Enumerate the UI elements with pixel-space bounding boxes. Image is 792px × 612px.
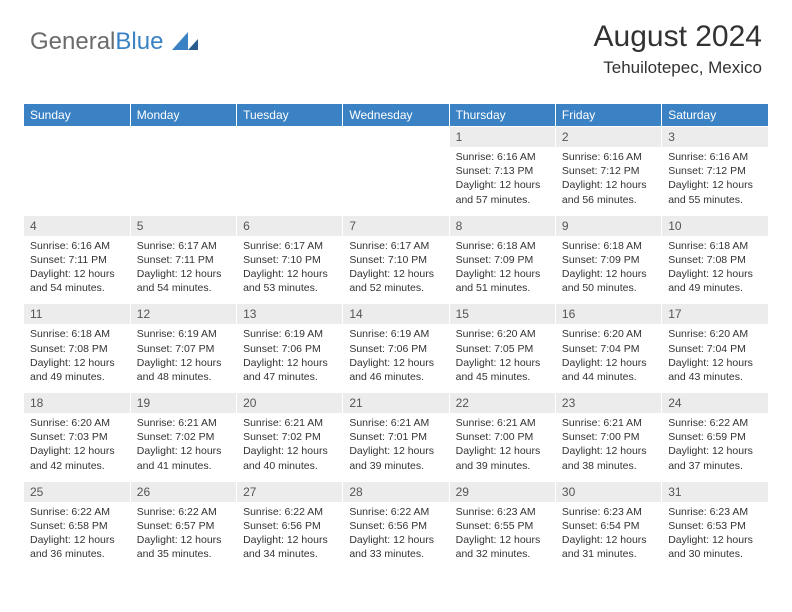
day-cell: Sunrise: 6:22 AMSunset: 6:56 PMDaylight:… bbox=[237, 502, 343, 570]
day-number: 9 bbox=[555, 215, 661, 236]
day-cell bbox=[237, 147, 343, 215]
day-cell: Sunrise: 6:19 AMSunset: 7:06 PMDaylight:… bbox=[237, 324, 343, 392]
day-number: 23 bbox=[555, 393, 661, 414]
day-number: 18 bbox=[24, 393, 130, 414]
day-number-row: 45678910 bbox=[24, 215, 768, 236]
day-number: 10 bbox=[662, 215, 768, 236]
weekday-header: Saturday bbox=[662, 104, 768, 127]
day-cell: Sunrise: 6:22 AMSunset: 6:56 PMDaylight:… bbox=[343, 502, 449, 570]
day-number: 15 bbox=[449, 304, 555, 325]
day-cell: Sunrise: 6:16 AMSunset: 7:11 PMDaylight:… bbox=[24, 236, 130, 304]
day-cell: Sunrise: 6:21 AMSunset: 7:00 PMDaylight:… bbox=[555, 413, 661, 481]
day-cell: Sunrise: 6:19 AMSunset: 7:07 PMDaylight:… bbox=[130, 324, 236, 392]
day-number: 5 bbox=[130, 215, 236, 236]
calendar-table: SundayMondayTuesdayWednesdayThursdayFrid… bbox=[24, 104, 768, 570]
day-cell bbox=[343, 147, 449, 215]
day-cell: Sunrise: 6:18 AMSunset: 7:08 PMDaylight:… bbox=[662, 236, 768, 304]
day-cell bbox=[130, 147, 236, 215]
day-cell: Sunrise: 6:18 AMSunset: 7:09 PMDaylight:… bbox=[555, 236, 661, 304]
day-cell: Sunrise: 6:22 AMSunset: 6:58 PMDaylight:… bbox=[24, 502, 130, 570]
day-cell: Sunrise: 6:21 AMSunset: 7:02 PMDaylight:… bbox=[237, 413, 343, 481]
day-cell: Sunrise: 6:20 AMSunset: 7:04 PMDaylight:… bbox=[662, 324, 768, 392]
location-label: Tehuilotepec, Mexico bbox=[594, 58, 762, 78]
day-cell: Sunrise: 6:19 AMSunset: 7:06 PMDaylight:… bbox=[343, 324, 449, 392]
day-number bbox=[24, 127, 130, 148]
day-number: 17 bbox=[662, 304, 768, 325]
logo: GeneralBlue bbox=[30, 28, 198, 57]
header: August 2024 Tehuilotepec, Mexico bbox=[594, 20, 762, 78]
day-number: 1 bbox=[449, 127, 555, 148]
day-number: 12 bbox=[130, 304, 236, 325]
weekday-header: Monday bbox=[130, 104, 236, 127]
day-number: 26 bbox=[130, 481, 236, 502]
day-content-row: Sunrise: 6:18 AMSunset: 7:08 PMDaylight:… bbox=[24, 324, 768, 392]
day-number bbox=[343, 127, 449, 148]
weekday-header: Thursday bbox=[449, 104, 555, 127]
day-cell: Sunrise: 6:22 AMSunset: 6:59 PMDaylight:… bbox=[662, 413, 768, 481]
day-cell: Sunrise: 6:21 AMSunset: 7:00 PMDaylight:… bbox=[449, 413, 555, 481]
day-number: 16 bbox=[555, 304, 661, 325]
day-number: 21 bbox=[343, 393, 449, 414]
day-content-row: Sunrise: 6:16 AMSunset: 7:13 PMDaylight:… bbox=[24, 147, 768, 215]
day-cell bbox=[24, 147, 130, 215]
day-cell: Sunrise: 6:23 AMSunset: 6:54 PMDaylight:… bbox=[555, 502, 661, 570]
day-number: 29 bbox=[449, 481, 555, 502]
logo-icon bbox=[172, 29, 198, 57]
day-number: 27 bbox=[237, 481, 343, 502]
day-number: 31 bbox=[662, 481, 768, 502]
day-content-row: Sunrise: 6:20 AMSunset: 7:03 PMDaylight:… bbox=[24, 413, 768, 481]
weekday-header: Wednesday bbox=[343, 104, 449, 127]
weekday-header-row: SundayMondayTuesdayWednesdayThursdayFrid… bbox=[24, 104, 768, 127]
weekday-header: Tuesday bbox=[237, 104, 343, 127]
day-number: 28 bbox=[343, 481, 449, 502]
day-cell: Sunrise: 6:22 AMSunset: 6:57 PMDaylight:… bbox=[130, 502, 236, 570]
day-number-row: 11121314151617 bbox=[24, 304, 768, 325]
day-number: 13 bbox=[237, 304, 343, 325]
day-number: 11 bbox=[24, 304, 130, 325]
day-number-row: 123 bbox=[24, 127, 768, 148]
day-number: 19 bbox=[130, 393, 236, 414]
day-number: 22 bbox=[449, 393, 555, 414]
day-number-row: 25262728293031 bbox=[24, 481, 768, 502]
day-cell: Sunrise: 6:18 AMSunset: 7:08 PMDaylight:… bbox=[24, 324, 130, 392]
day-cell: Sunrise: 6:17 AMSunset: 7:10 PMDaylight:… bbox=[343, 236, 449, 304]
weekday-header: Friday bbox=[555, 104, 661, 127]
day-cell: Sunrise: 6:16 AMSunset: 7:13 PMDaylight:… bbox=[449, 147, 555, 215]
day-cell: Sunrise: 6:20 AMSunset: 7:05 PMDaylight:… bbox=[449, 324, 555, 392]
day-number: 25 bbox=[24, 481, 130, 502]
logo-text-gray: General bbox=[30, 28, 115, 55]
day-number: 3 bbox=[662, 127, 768, 148]
day-cell: Sunrise: 6:17 AMSunset: 7:11 PMDaylight:… bbox=[130, 236, 236, 304]
day-number: 6 bbox=[237, 215, 343, 236]
day-cell: Sunrise: 6:20 AMSunset: 7:03 PMDaylight:… bbox=[24, 413, 130, 481]
day-cell: Sunrise: 6:18 AMSunset: 7:09 PMDaylight:… bbox=[449, 236, 555, 304]
day-number: 20 bbox=[237, 393, 343, 414]
day-cell: Sunrise: 6:23 AMSunset: 6:53 PMDaylight:… bbox=[662, 502, 768, 570]
day-number: 30 bbox=[555, 481, 661, 502]
day-number: 8 bbox=[449, 215, 555, 236]
day-number-row: 18192021222324 bbox=[24, 393, 768, 414]
day-cell: Sunrise: 6:16 AMSunset: 7:12 PMDaylight:… bbox=[555, 147, 661, 215]
day-cell: Sunrise: 6:21 AMSunset: 7:02 PMDaylight:… bbox=[130, 413, 236, 481]
day-number: 14 bbox=[343, 304, 449, 325]
day-cell: Sunrise: 6:23 AMSunset: 6:55 PMDaylight:… bbox=[449, 502, 555, 570]
day-cell: Sunrise: 6:21 AMSunset: 7:01 PMDaylight:… bbox=[343, 413, 449, 481]
day-number bbox=[130, 127, 236, 148]
day-cell: Sunrise: 6:16 AMSunset: 7:12 PMDaylight:… bbox=[662, 147, 768, 215]
day-number: 24 bbox=[662, 393, 768, 414]
day-cell: Sunrise: 6:17 AMSunset: 7:10 PMDaylight:… bbox=[237, 236, 343, 304]
logo-text-blue: Blue bbox=[115, 28, 163, 55]
day-number: 7 bbox=[343, 215, 449, 236]
weekday-header: Sunday bbox=[24, 104, 130, 127]
day-content-row: Sunrise: 6:16 AMSunset: 7:11 PMDaylight:… bbox=[24, 236, 768, 304]
day-content-row: Sunrise: 6:22 AMSunset: 6:58 PMDaylight:… bbox=[24, 502, 768, 570]
day-number: 4 bbox=[24, 215, 130, 236]
page-title: August 2024 bbox=[594, 20, 762, 54]
day-number: 2 bbox=[555, 127, 661, 148]
day-number bbox=[237, 127, 343, 148]
day-cell: Sunrise: 6:20 AMSunset: 7:04 PMDaylight:… bbox=[555, 324, 661, 392]
